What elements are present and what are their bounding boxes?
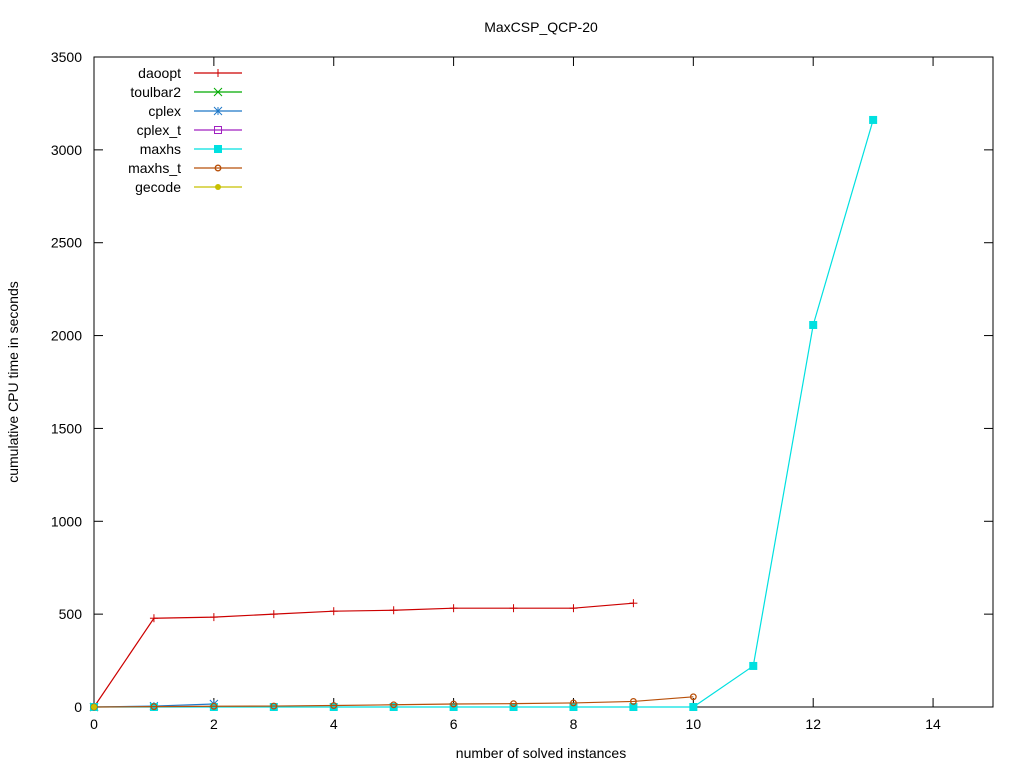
- chart-title: MaxCSP_QCP-20: [484, 19, 598, 35]
- legend-label: cplex_t: [137, 122, 181, 138]
- y-axis-label: cumulative CPU time in seconds: [5, 281, 21, 483]
- open-circle-marker-icon: [689, 693, 697, 701]
- x-tick-label: 6: [450, 716, 458, 732]
- star-marker-icon: [213, 106, 223, 116]
- legend-item-cplex: cplex: [148, 103, 242, 119]
- y-tick-label: 2000: [51, 328, 82, 344]
- x-tick-label: 8: [570, 716, 578, 732]
- legend-item-toulbar2: toulbar2: [130, 84, 242, 100]
- plus-marker-icon: [509, 604, 518, 613]
- plot-frame: [93, 56, 994, 708]
- cross-marker-icon: [213, 87, 223, 97]
- filled-square-marker-icon: [749, 661, 758, 670]
- filled-square-marker-icon: [214, 145, 222, 153]
- legend-item-cplex-t: cplex_t: [137, 122, 242, 138]
- open-circle-marker-icon: [629, 697, 637, 705]
- legend-item-daoopt: daoopt: [138, 65, 242, 81]
- x-tick-label: 14: [925, 716, 941, 732]
- filled-square-marker-icon: [569, 703, 578, 711]
- legend-label: gecode: [135, 179, 181, 195]
- legend-item-maxhs: maxhs: [140, 141, 242, 157]
- plus-marker-icon: [629, 599, 638, 608]
- legend-label: maxhs_t: [128, 160, 181, 176]
- y-tick-label: 1500: [51, 420, 82, 436]
- filled-square-marker-icon: [689, 703, 698, 711]
- open-circle-marker-icon: [214, 164, 222, 172]
- plus-marker-icon: [214, 69, 222, 77]
- y-tick-label: 0: [74, 699, 82, 715]
- open-square-marker-icon: [214, 126, 222, 134]
- y-tick-label: 3500: [51, 49, 82, 65]
- plot-axes: 0 2 4 6 8 10 12 14 0 500 1000 1500 2000 2500 3000 3500: [51, 49, 994, 732]
- filled-square-marker-icon: [629, 703, 638, 711]
- plus-marker-icon: [569, 604, 578, 613]
- legend-item-maxhs-t: maxhs_t: [128, 160, 242, 176]
- filled-square-marker-icon: [869, 115, 878, 124]
- y-tick-label: 1000: [51, 513, 82, 529]
- series-maxhs-t: [90, 693, 697, 711]
- open-circle-marker-icon: [330, 702, 338, 709]
- open-circle-marker-icon: [270, 702, 278, 710]
- legend-label: cplex: [148, 103, 181, 119]
- x-tick-label: 0: [90, 716, 98, 732]
- y-tick-label: 3000: [51, 142, 82, 158]
- open-circle-marker-icon: [450, 700, 458, 708]
- plus-marker-icon: [389, 606, 398, 615]
- open-circle-marker-icon: [150, 703, 158, 711]
- legend-label: maxhs: [140, 141, 181, 157]
- plus-marker-icon: [149, 614, 158, 623]
- filled-circle-marker-icon: [215, 184, 221, 190]
- y-tick-label: 500: [59, 606, 83, 622]
- y-tick-label: 2500: [51, 235, 82, 251]
- open-circle-marker-icon: [510, 700, 517, 708]
- legend-label: toulbar2: [130, 84, 181, 100]
- filled-circle-marker-icon: [91, 704, 97, 710]
- legend-label: daoopt: [138, 65, 181, 81]
- filled-square-marker-icon: [809, 320, 818, 329]
- filled-square-marker-icon: [209, 703, 218, 711]
- plus-marker-icon: [269, 610, 278, 619]
- series-maxhs: [90, 115, 878, 711]
- filled-square-marker-icon: [269, 703, 278, 711]
- series-daoopt: [90, 599, 638, 711]
- plus-marker-icon: [449, 604, 458, 613]
- x-tick-label: 4: [330, 716, 338, 732]
- x-tick-label: 10: [686, 716, 702, 732]
- x-tick-label: 12: [805, 716, 821, 732]
- filled-square-marker-icon: [329, 703, 338, 711]
- x-tick-label: 2: [210, 716, 218, 732]
- x-axis-label: number of solved instances: [456, 745, 626, 761]
- legend-item-gecode: gecode: [135, 179, 242, 195]
- series-layer: [89, 115, 878, 712]
- plus-marker-icon: [209, 613, 218, 622]
- open-circle-marker-icon: [570, 699, 577, 707]
- series-gecode: [91, 704, 97, 710]
- open-circle-marker-icon: [390, 701, 398, 709]
- open-circle-marker-icon: [210, 702, 218, 710]
- plus-marker-icon: [329, 607, 338, 616]
